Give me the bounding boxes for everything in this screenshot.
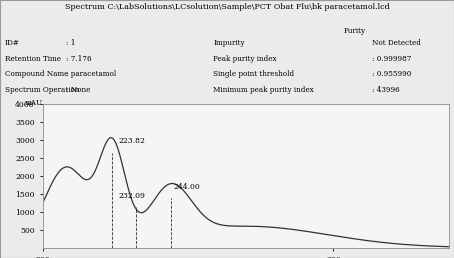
Text: ID#: ID# [5, 39, 20, 47]
Text: Compound Name: Compound Name [5, 70, 68, 78]
Text: mAU: mAU [25, 99, 43, 107]
Text: : 1: : 1 [66, 39, 75, 47]
Text: Purity: Purity [343, 27, 365, 35]
Text: 244.00: 244.00 [174, 183, 201, 191]
Text: : paracetamol: : paracetamol [66, 70, 116, 78]
Text: Retention Time: Retention Time [5, 55, 60, 63]
Text: Not Detected: Not Detected [372, 39, 421, 47]
Text: Peak purity index: Peak purity index [213, 55, 277, 63]
Text: : 0.955990: : 0.955990 [372, 70, 412, 78]
Text: : 0.999987: : 0.999987 [372, 55, 412, 63]
Text: : None: : None [66, 86, 90, 94]
Text: : 7.176: : 7.176 [66, 55, 91, 63]
Text: : 43996: : 43996 [372, 86, 400, 94]
Text: 232.09: 232.09 [119, 192, 146, 200]
Text: 223.82: 223.82 [118, 137, 145, 145]
Text: Impurity: Impurity [213, 39, 245, 47]
Text: Minimum peak purity index: Minimum peak purity index [213, 86, 314, 94]
Text: Single point threshold: Single point threshold [213, 70, 295, 78]
Text: Spectrum C:\LabSolutions\LCsolution\Sample\PCT Obat Flu\bk paracetamol.lcd: Spectrum C:\LabSolutions\LCsolution\Samp… [64, 3, 390, 11]
Text: Spectrum Operation: Spectrum Operation [5, 86, 79, 94]
